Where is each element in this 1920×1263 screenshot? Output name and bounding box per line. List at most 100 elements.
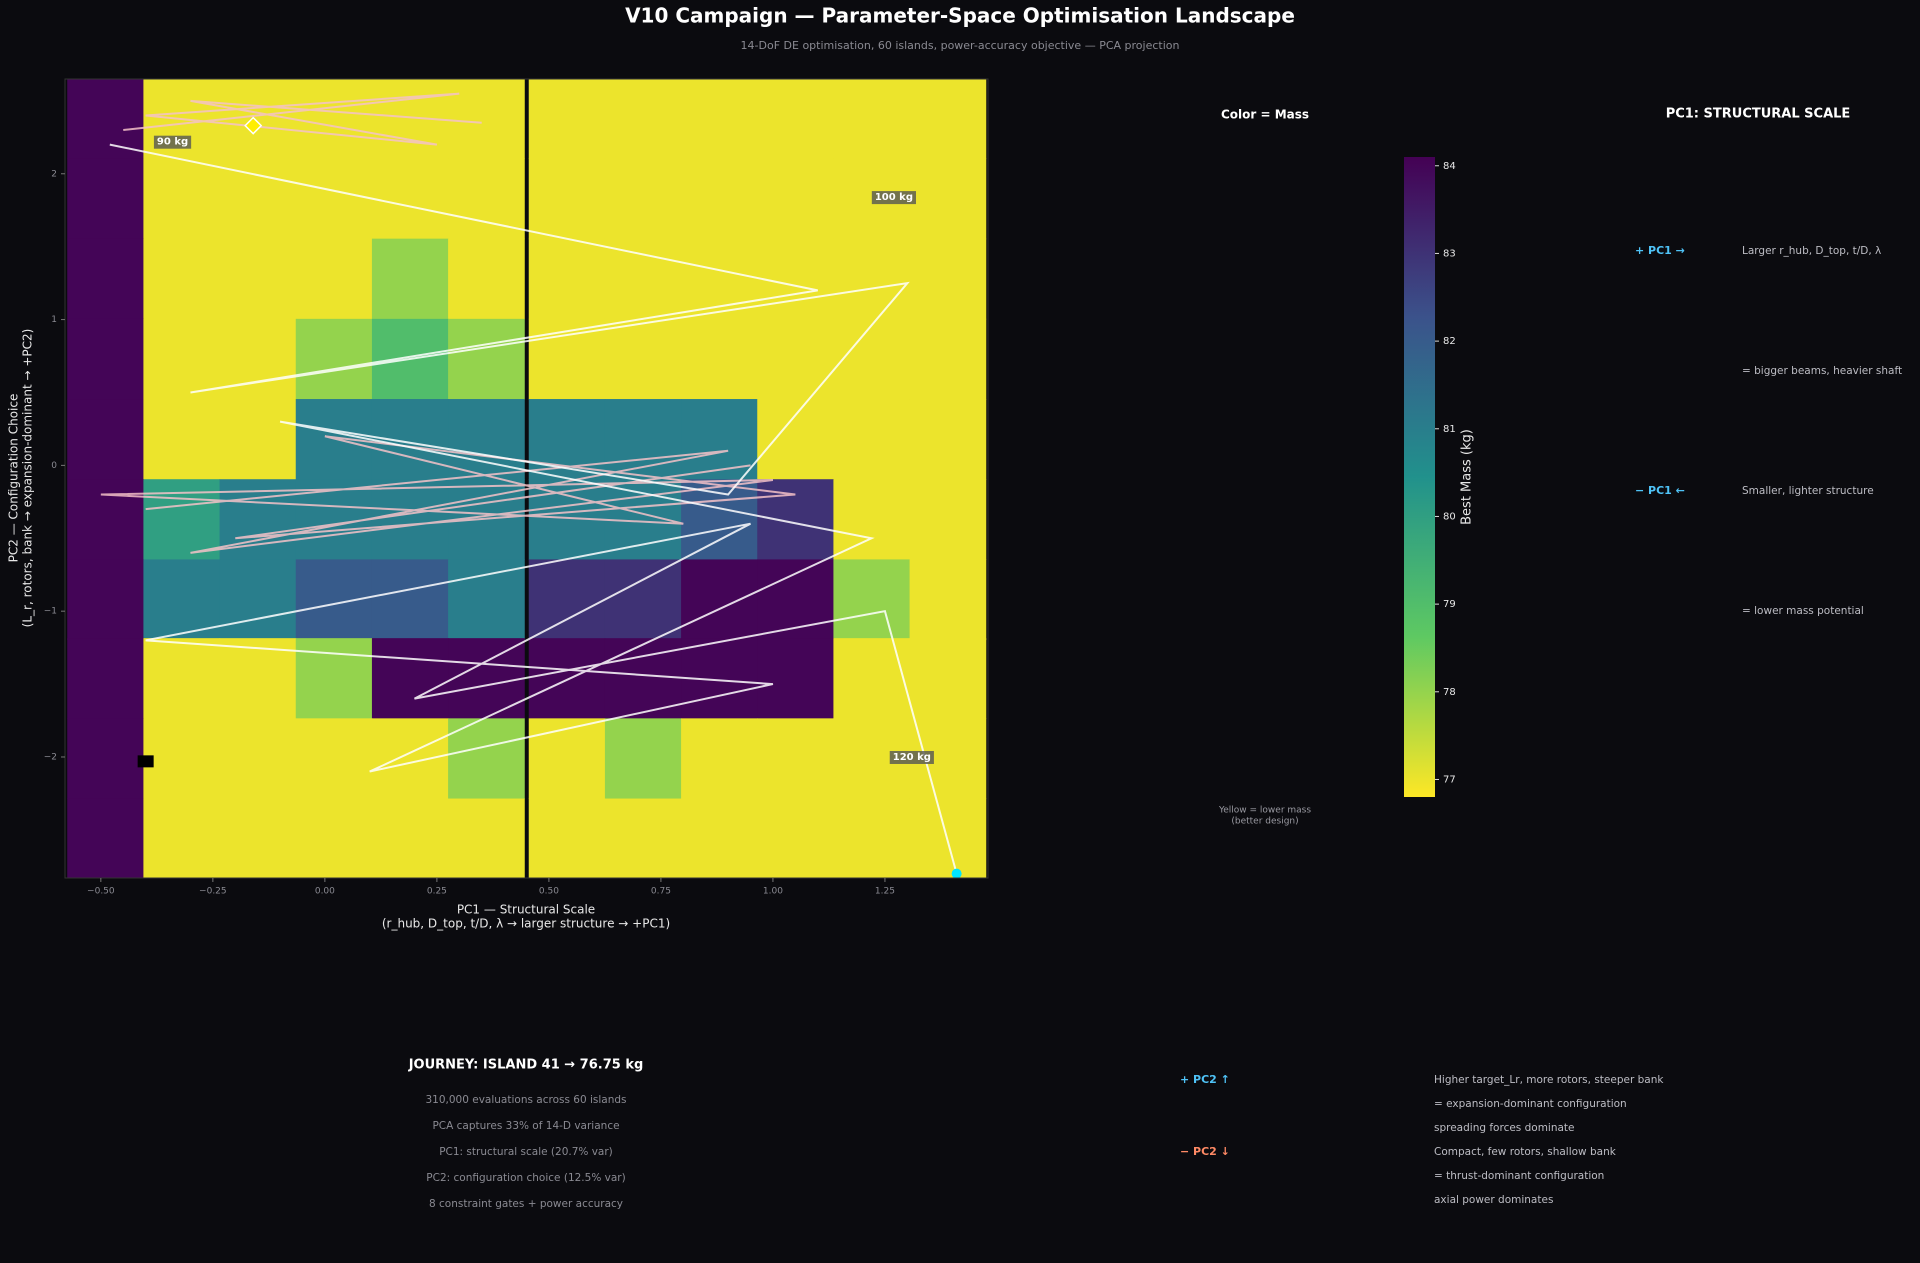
title: V10 Campaign — Parameter-Space Optimisat… [625,4,1295,28]
heat-cell [757,318,834,400]
heat-cell [448,158,525,240]
pc1-text: = bigger beams, heavier shaft [1742,365,1902,377]
best-marker [244,116,263,135]
heat-cell [528,718,606,800]
colorbar-label: Best Mass (kg) [1460,429,1475,525]
trajectory [109,143,958,874]
pc2-line: Compact, few rotors, shallow bank [1434,1146,1617,1158]
heat-cell [604,718,682,800]
heat-cell [528,158,606,240]
journey-line: PCA captures 33% of 14-D variance [432,1120,619,1132]
heat-cell [295,238,373,320]
plot-frame [64,78,989,879]
heat-cell [833,79,911,159]
heat-cell [909,238,987,320]
heat-cell [371,559,449,641]
heat-cell [757,399,834,480]
heat-cell [143,559,221,641]
heat-cell [604,318,682,400]
panel-title: PC1: STRUCTURAL SCALE [1666,107,1851,122]
colorbar-tick-label: 80 [1443,511,1456,522]
colorbar-tick-label: 84 [1443,161,1456,172]
heat-cell [909,399,987,480]
colorbar [1404,157,1435,797]
journey-line: 8 constraint gates + power accuracy [429,1198,623,1210]
heat-cell [604,559,682,641]
colorbar-tick-label: 83 [1443,248,1456,259]
contour-label-box [889,750,934,764]
heat-cell [219,638,297,719]
heat-cell [681,559,758,641]
heat-cell [909,479,987,560]
heat-cell [528,79,606,159]
heat-cell [219,238,297,320]
x-tick-label: 1.25 [875,887,895,897]
y-tick-label: −1 [44,607,57,617]
heat-cell [219,559,297,641]
heat-cell [528,798,606,878]
heat-cell [67,479,144,560]
pc2-line: Higher target_Lr, more rotors, steeper b… [1434,1074,1664,1086]
heat-cell [143,798,221,878]
y-label: (L_r, rotors, bank → expansion-dominant … [21,329,35,628]
heat-cell [757,79,834,159]
heat-cell [219,158,297,240]
x-tick-label: 0.25 [427,887,447,897]
heat-cell [909,559,987,641]
heat-cell [67,238,144,320]
x-tick-label: 0.00 [315,887,335,897]
x-tick-label: 0.75 [651,887,671,897]
heat-cell [67,399,144,480]
heat-cell [67,638,144,719]
x-tick-label: 1.00 [763,887,783,897]
heat-cell [681,399,758,480]
heat-cell [219,798,297,878]
pc2-line: = thrust-dominant configuration [1434,1170,1604,1182]
heat-cell [681,798,758,878]
pc1-text: Smaller, lighter structure [1742,485,1874,497]
heat-cell [448,718,525,800]
panel-title: JOURNEY: ISLAND 41 → 76.75 kg [408,1058,644,1073]
heat-cell [448,318,525,400]
pc1-text: = lower mass potential [1742,605,1864,617]
heat-cell [757,638,834,719]
pc2-line: = expansion-dominant configuration [1434,1098,1627,1110]
heat-cell [295,798,373,878]
heat-cell [295,638,373,719]
heat-cell [371,238,449,320]
trajectory [100,435,796,554]
heat-cell [833,559,911,641]
pc1-direction: − PC1 ← [1635,484,1685,497]
start-marker [137,755,154,768]
heat-cell [143,238,221,320]
journey-line: 310,000 evaluations across 60 islands [425,1094,626,1106]
heat-cell [681,318,758,400]
heat-cell [67,158,144,240]
heat-cell [757,158,834,240]
heat-cell [681,79,758,159]
heat-cell [833,479,911,560]
heat-cell [604,238,682,320]
heat-cell [219,318,297,400]
pc1-text: Larger r_hub, D_top, t/D, λ [1742,245,1881,257]
pc2-minus: − PC2 ↓ [1180,1145,1230,1158]
pc2-line: spreading forces dominate [1434,1122,1575,1134]
x-tick-label: 0.50 [539,887,559,897]
colorbar-title: Color = Mass [1221,108,1309,122]
heat-cell [371,479,449,560]
y-tick-label: −2 [44,752,57,762]
heat-cell [371,638,449,719]
heat-cell [528,318,606,400]
heat-cell [67,559,144,641]
y-tick-label: 2 [51,169,57,179]
heat-cell [448,638,525,719]
heat-cell [833,798,911,878]
contour-label: 100 kg [875,192,913,203]
heat-cell [757,479,834,560]
heat-cell [833,318,911,400]
y-tick-label: 1 [51,315,57,325]
heat-cell [219,718,297,800]
heat-cell [528,238,606,320]
heat-cell [909,318,987,400]
